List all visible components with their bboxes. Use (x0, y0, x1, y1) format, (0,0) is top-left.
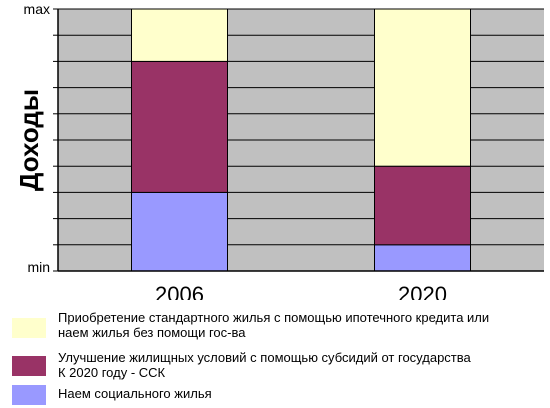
y-tick-label-max: max (24, 1, 50, 17)
legend-label-mortgage: Приобретение стандартного жилья с помощь… (58, 310, 490, 340)
legend: Приобретение стандартного жилья с помощь… (12, 310, 548, 406)
legend-label-subsidy: Улучшение жилищных условий с помощью суб… (58, 350, 471, 380)
legend-swatch-social (12, 385, 46, 405)
chart-plot: 2006 2020 max min Доходы (14, 1, 544, 307)
bar-segment-2020-0 (374, 244, 471, 272)
x-tick-label-2020: 2020 (398, 282, 447, 300)
legend-swatch-mortgage (12, 318, 46, 338)
legend-label-social: Наем социального жилья (58, 386, 212, 401)
legend-swatch-subsidy (12, 356, 46, 376)
legend-item-mortgage: Приобретение стандартного жилья с помощь… (12, 310, 548, 348)
bar-segment-2020-1 (374, 165, 471, 246)
x-tick-label-2006: 2006 (155, 282, 204, 300)
y-axis-title: Доходы (14, 89, 44, 191)
legend-item-subsidy: Улучшение жилищных условий с помощью суб… (12, 350, 548, 386)
y-tick-label-min: min (27, 259, 50, 275)
legend-item-social: Наем социального жилья (12, 385, 548, 406)
bar-segment-2006-2 (131, 8, 228, 62)
bar-segment-2006-0 (131, 191, 228, 272)
bar-segment-2006-1 (131, 60, 228, 193)
bar-segment-2020-2 (374, 8, 471, 167)
